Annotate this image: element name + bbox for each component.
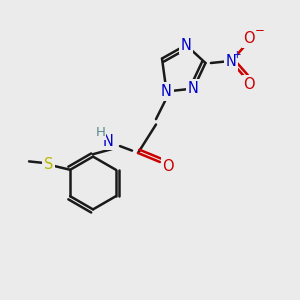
Text: N: N (188, 81, 199, 96)
Text: N: N (181, 38, 191, 52)
Text: +: + (233, 50, 242, 60)
Text: O: O (243, 77, 255, 92)
Text: N: N (226, 54, 236, 69)
Text: N: N (103, 134, 113, 148)
Text: H: H (96, 125, 105, 139)
Text: S: S (44, 157, 53, 172)
Text: −: − (255, 24, 265, 37)
Text: O: O (243, 31, 255, 46)
Text: N: N (161, 84, 172, 99)
Text: O: O (162, 159, 174, 174)
